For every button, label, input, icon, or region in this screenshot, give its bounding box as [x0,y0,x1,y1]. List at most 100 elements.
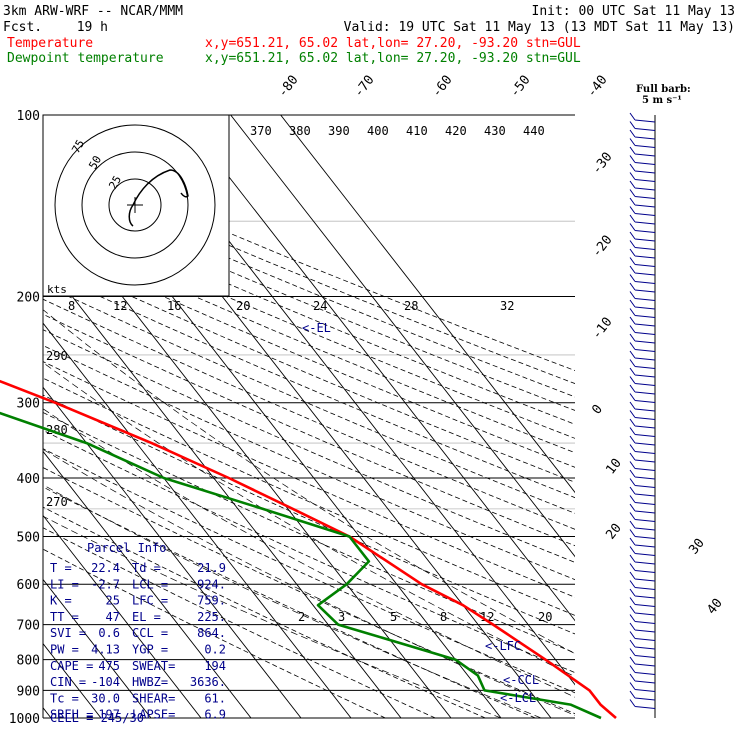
isotherm-line [43,322,352,718]
parcel-info-value: 61. [204,691,226,705]
wind-barb [629,427,656,437]
wind-barb [629,384,656,395]
parcel-info-value: 6.9 [204,708,226,722]
parcel-info-value: LAPSE= [132,708,175,722]
upper-scale-label: 12 [113,299,127,313]
wind-barb [629,359,656,369]
lfc-annotation: <-LFC [485,639,521,653]
pressure-label: 400 [17,472,40,487]
parcel-info-value: CIN = [50,675,86,689]
pressure-label: 200 [17,291,40,306]
dry-adiabat [43,506,486,718]
dry-adiabat [43,164,575,385]
wind-barb [629,248,656,259]
wind-barb [629,486,656,497]
isotherm-label: -70 [351,73,377,101]
mixing-ratio-label: 3 [338,610,345,624]
forecast-label: Fcst. [3,20,42,35]
ccl-annotation: <-CCL [503,673,539,687]
parcel-info-value: T = [50,561,72,575]
dry-adiabat [43,214,575,439]
wind-barb [629,325,656,335]
parcel-info-value: 21.9 [197,561,226,575]
wind-barb [629,282,656,293]
el-annotation: <-EL [302,321,331,335]
mixing-ratio-label: 8 [440,610,447,624]
wind-barb [629,223,656,233]
temperature-curve [0,379,617,719]
wind-barb [629,189,656,199]
isotherm-label: 0 [589,402,606,417]
dry-adiabat [43,394,575,635]
parcel-info-value: LCL = [132,577,168,591]
parcel-info-value: 22.4 [91,561,120,575]
wind-barb [629,231,656,242]
model-title: 3km ARW-WRF -- NCAR/MMM [3,4,183,19]
wind-barb [629,648,656,658]
moist-adiabat [43,448,575,716]
isotherm-line [43,258,402,718]
wind-barb [629,682,656,692]
parcel-info-value: LFC = [132,594,168,608]
moist-adiabat [43,408,575,698]
parcel-info-value: 759. [197,594,226,608]
grid-lines [43,115,575,718]
parcel-info-value: SVI = [50,626,86,640]
parcel-info-value: 0.6 [98,626,120,640]
dry-adiabat [43,176,575,398]
hodograph-ring [81,151,189,259]
wind-barb [629,257,656,267]
parcel-info-value: CAPE = [50,659,93,673]
wind-barb [629,512,656,522]
wind-barb [629,342,656,352]
wind-barb [629,580,656,590]
wind-barb [629,376,656,386]
parcel-info-value: 924. [197,577,226,591]
theta-e-label: 370 [250,124,272,138]
parcel-info-value: SHEAR= [132,691,175,705]
wind-barb [629,240,656,250]
isotherm-label: -40 [584,73,610,101]
upper-scale-label: 24 [313,299,327,313]
theta-e-label: 400 [367,124,389,138]
theta-e-label: 440 [523,124,545,138]
parcel-info-value: -2.7 [91,577,120,591]
isotherm-line [43,578,152,718]
pressure-label: 100 [17,109,40,124]
wind-barb [629,537,656,548]
moist-adiabat [43,484,542,718]
hodograph-ring-label: 25 [106,174,124,192]
wind-barb [629,571,656,582]
wind-barb [629,588,656,599]
wind-barb [629,605,656,616]
moist-adiabat [43,362,575,678]
wind-barb [629,214,656,225]
wind-barb [629,172,656,182]
isotherm-label: -60 [429,73,455,101]
pressure-label: 800 [17,654,40,669]
wind-barb [629,308,656,318]
hodograph-units: kts [47,283,67,296]
pressure-label: 900 [17,684,40,699]
dry-adiabat [43,467,575,715]
dry-adiabat [43,548,386,718]
upper-scale-label: 16 [167,299,181,313]
pressure-label: 500 [17,530,40,545]
wind-barb [629,138,656,148]
wind-barb [629,622,656,633]
wind-barb [629,690,656,701]
wind-barb [629,393,656,403]
parcel-info-value: Td = [132,561,161,575]
wind-barb [629,112,656,123]
isotherm-label: -20 [589,233,615,261]
wind-barb [629,554,656,565]
parcel-info-value: K = [50,594,72,608]
theta-e-label: 380 [289,124,311,138]
hodograph-ring [54,124,216,286]
isotherm-label: -30 [589,150,615,178]
wind-barb [629,350,656,361]
parcel-info-value: SREH = [50,708,93,722]
wind-barb [629,333,656,344]
parcel-info-value: Tc = [50,691,79,705]
wind-barb [629,452,656,463]
